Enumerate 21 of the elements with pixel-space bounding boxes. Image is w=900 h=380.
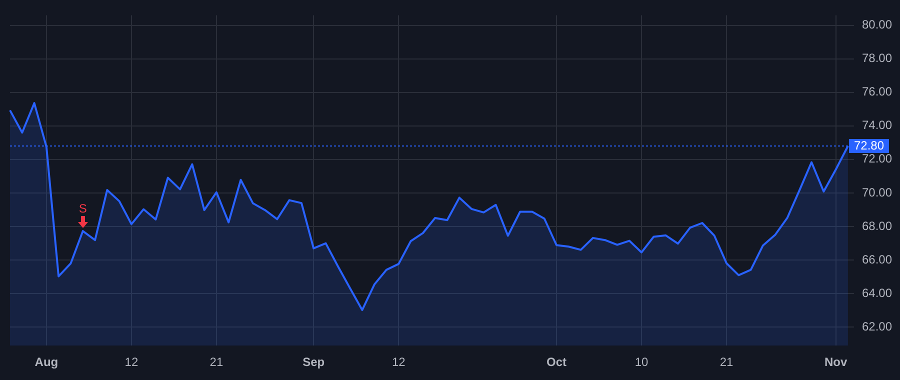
y-tick-label: 72.00: [862, 152, 892, 166]
y-tick-label: 78.00: [862, 51, 892, 66]
x-tick-label: Sep: [302, 355, 325, 370]
y-tick-label: 68.00: [862, 218, 892, 233]
x-tick-label: Nov: [824, 355, 848, 370]
y-tick-label: 66.00: [862, 252, 892, 266]
x-tick-label: Oct: [546, 355, 567, 370]
x-tick-label: 12: [392, 355, 406, 370]
x-tick-label: 10: [634, 355, 649, 370]
y-tick-label: 76.00: [862, 84, 892, 99]
x-tick-label: 21: [210, 355, 224, 370]
y-tick-label: 62.00: [862, 319, 892, 334]
y-tick-label: 64.00: [862, 286, 892, 300]
y-tick-label: 80.00: [862, 18, 892, 32]
x-tick-label: Aug: [34, 355, 58, 370]
x-tick-label: 12: [124, 355, 138, 370]
annotation: S: [78, 201, 87, 216]
y-tick-label: 74.00: [862, 118, 892, 132]
y-tick-label: 70.00: [862, 185, 892, 200]
ref-line-label: 72.80: [854, 138, 884, 152]
x-tick-label: 21: [720, 355, 734, 370]
